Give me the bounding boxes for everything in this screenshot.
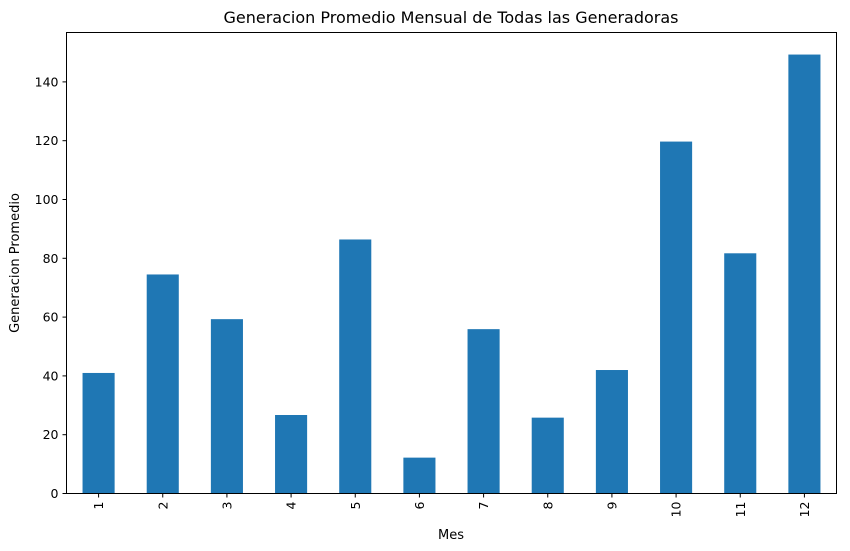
x-tick-label: 11: [733, 502, 748, 518]
bars-group: [82, 54, 821, 494]
y-tick-label: 20: [43, 427, 59, 442]
y-axis-label: Generacion Promedio: [8, 193, 23, 333]
x-tick-label: 8: [540, 501, 555, 509]
x-tick-label: 4: [284, 501, 299, 509]
bar-10: [660, 141, 693, 494]
bar-11: [724, 253, 757, 494]
x-tick-label: 9: [604, 501, 619, 509]
bar-1: [82, 372, 115, 494]
bar-4: [275, 415, 308, 494]
y-tick-label: 0: [51, 486, 59, 501]
plot-frame: [66, 32, 837, 494]
x-tick-label: 7: [476, 502, 491, 510]
x-tick-label: 5: [348, 502, 363, 510]
bar-9: [595, 370, 628, 494]
y-tick-label: 60: [43, 310, 59, 325]
x-tick-label: 2: [155, 502, 170, 510]
x-axis-label: Mes: [438, 528, 464, 543]
chart-title: Generacion Promedio Mensual de Todas las…: [223, 8, 678, 27]
bar-8: [531, 417, 564, 494]
bar-2: [146, 274, 179, 494]
y-tick-label: 140: [35, 74, 59, 89]
x-tick-label: 3: [219, 502, 234, 510]
x-tick-label: 1: [91, 502, 106, 510]
bar-12: [788, 54, 821, 494]
y-tick-label: 80: [43, 251, 59, 266]
y-tick-label: 40: [43, 368, 59, 383]
bar-7: [467, 329, 500, 494]
x-tick-label: 6: [412, 501, 427, 509]
y-axis-ticks: 0 20 40 60 80 100 120 140: [35, 74, 67, 501]
y-tick-label: 100: [35, 192, 59, 207]
bar-3: [210, 319, 243, 494]
x-tick-label: 10: [669, 501, 684, 517]
x-axis-ticks: 1 2 3 4 5 6 7 8 9 10 11 12: [91, 493, 812, 518]
x-tick-label: 12: [797, 502, 812, 518]
y-tick-label: 120: [35, 133, 59, 148]
bar-5: [339, 239, 372, 494]
bar-6: [403, 457, 436, 494]
